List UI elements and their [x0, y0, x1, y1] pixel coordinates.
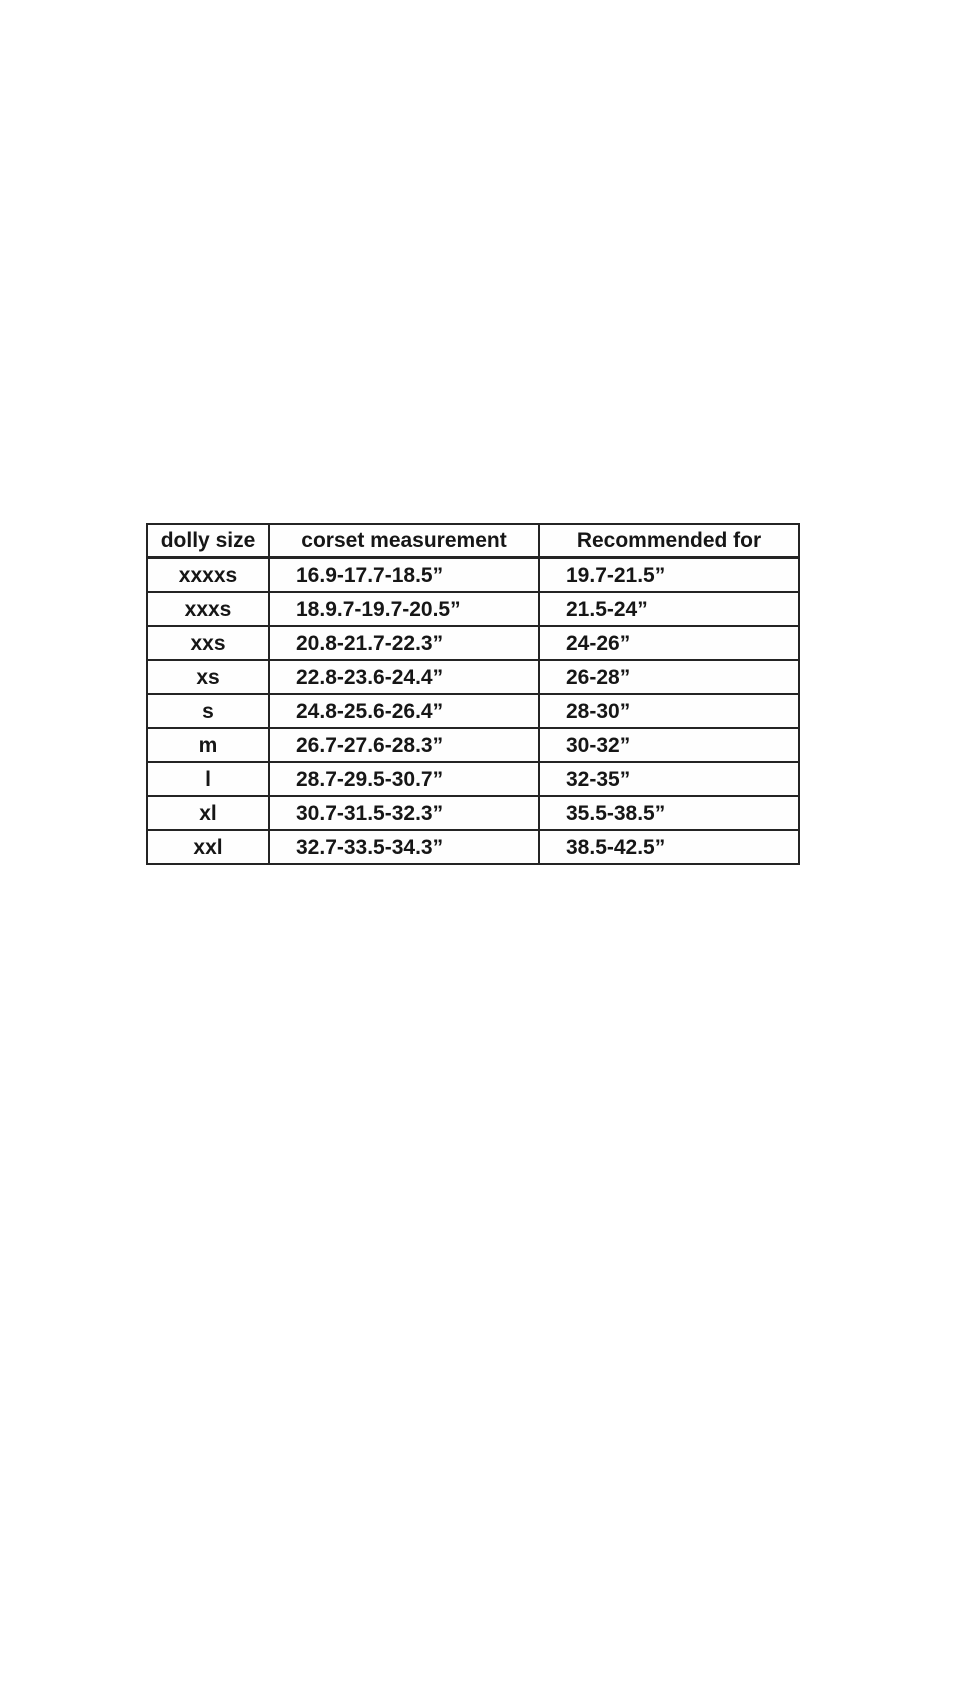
cell-recommended-for: 38.5-42.5”	[538, 829, 800, 865]
cell-corset-measurement: 22.8-23.6-24.4”	[268, 659, 540, 695]
cell-recommended-for: 26-28”	[538, 659, 800, 695]
cell-corset-measurement: 32.7-33.5-34.3”	[268, 829, 540, 865]
table-row-xs: xs 22.8-23.6-24.4” 26-28”	[146, 659, 800, 695]
cell-corset-measurement: 28.7-29.5-30.7”	[268, 761, 540, 797]
column-header-dolly-size: dolly size	[146, 523, 270, 559]
size-chart-table: dolly size corset measurement Recommende…	[146, 523, 800, 865]
cell-recommended-for: 24-26”	[538, 625, 800, 661]
cell-corset-measurement: 20.8-21.7-22.3”	[268, 625, 540, 661]
cell-recommended-for: 32-35”	[538, 761, 800, 797]
table-row-xxxxs: xxxxs 16.9-17.7-18.5” 19.7-21.5”	[146, 556, 800, 593]
cell-corset-measurement: 18.9.7-19.7-20.5”	[268, 591, 540, 627]
cell-recommended-for: 19.7-21.5”	[538, 556, 800, 593]
table-row-xxs: xxs 20.8-21.7-22.3” 24-26”	[146, 625, 800, 661]
cell-corset-measurement: 26.7-27.6-28.3”	[268, 727, 540, 763]
column-header-corset-measurement: corset measurement	[268, 523, 540, 559]
table-row-xxl: xxl 32.7-33.5-34.3” 38.5-42.5”	[146, 829, 800, 865]
cell-size: l	[146, 761, 270, 797]
cell-corset-measurement: 16.9-17.7-18.5”	[268, 556, 540, 593]
cell-size: xl	[146, 795, 270, 831]
cell-recommended-for: 35.5-38.5”	[538, 795, 800, 831]
cell-recommended-for: 21.5-24”	[538, 591, 800, 627]
cell-size: s	[146, 693, 270, 729]
cell-corset-measurement: 24.8-25.6-26.4”	[268, 693, 540, 729]
table-row-m: m 26.7-27.6-28.3” 30-32”	[146, 727, 800, 763]
table-row-l: l 28.7-29.5-30.7” 32-35”	[146, 761, 800, 797]
column-header-recommended-for: Recommended for	[538, 523, 800, 559]
table-row-xxxs: xxxs 18.9.7-19.7-20.5” 21.5-24”	[146, 591, 800, 627]
cell-size: xxxxs	[146, 556, 270, 593]
cell-size: xs	[146, 659, 270, 695]
cell-recommended-for: 28-30”	[538, 693, 800, 729]
cell-size: xxxs	[146, 591, 270, 627]
cell-size: xxs	[146, 625, 270, 661]
table-row-s: s 24.8-25.6-26.4” 28-30”	[146, 693, 800, 729]
size-chart-body: xxxxs 16.9-17.7-18.5” 19.7-21.5” xxxs 18…	[146, 556, 800, 865]
cell-corset-measurement: 30.7-31.5-32.3”	[268, 795, 540, 831]
cell-recommended-for: 30-32”	[538, 727, 800, 763]
cell-size: m	[146, 727, 270, 763]
header-row: dolly size corset measurement Recommende…	[146, 523, 800, 559]
size-chart-header: dolly size corset measurement Recommende…	[146, 523, 800, 559]
cell-size: xxl	[146, 829, 270, 865]
table-row-xl: xl 30.7-31.5-32.3” 35.5-38.5”	[146, 795, 800, 831]
